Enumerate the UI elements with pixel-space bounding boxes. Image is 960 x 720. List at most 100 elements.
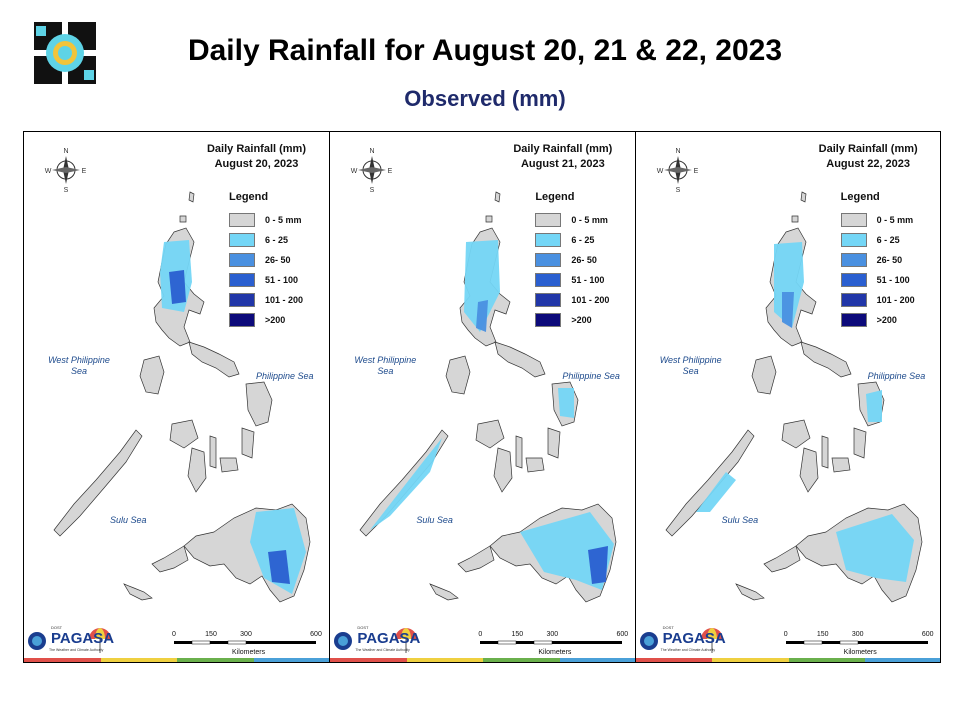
bohol-island	[831, 457, 851, 473]
rain-patch	[464, 240, 501, 332]
legend-label: 26- 50	[265, 255, 291, 265]
scale-tick: 600	[616, 631, 629, 638]
palawan-island	[53, 429, 143, 537]
panay-island	[169, 419, 199, 449]
compass-label-w: W	[45, 168, 52, 175]
sea-label-philippine: Philippine Sea	[562, 371, 620, 381]
legend-label: 51 - 100	[571, 275, 605, 285]
compass-label-n: N	[675, 148, 680, 155]
compass-label-w: W	[656, 168, 663, 175]
legend: 0 - 5 mm 6 - 25 26- 50 51 - 100 101 - 20…	[229, 210, 303, 330]
compass-label-s: S	[64, 187, 69, 194]
palawan-island	[665, 429, 755, 537]
scale-tick: 0	[172, 631, 176, 638]
legend-label: 6 - 25	[571, 235, 595, 245]
scale-tick: 0	[783, 631, 788, 638]
pagasa-logo	[334, 628, 418, 653]
rain-patch	[865, 390, 882, 422]
rainfall-map-panel: N S W E Daily Rainfall (mm) August 20, 2023…	[24, 132, 330, 662]
scale-unit: Kilometers	[538, 649, 572, 656]
cebu-island	[515, 435, 523, 469]
scale-bar-segment	[498, 640, 517, 645]
map-date: August 20, 2023	[214, 158, 299, 170]
negros-island	[187, 447, 207, 493]
scale-tick: 300	[546, 631, 559, 638]
legend-label: 101 - 200	[571, 295, 610, 305]
legend-label: 0 - 5 mm	[876, 215, 914, 225]
brand-dost: DOST	[662, 625, 674, 630]
legend-label: 26- 50	[876, 255, 903, 265]
map-heading-label: Daily Rainfall (mm)	[206, 143, 307, 155]
legend-label: 101 - 200	[876, 295, 915, 305]
compass-needle	[358, 167, 387, 173]
scale-bar-ticks: 0 150 300 600	[478, 631, 630, 641]
rain-patch	[476, 300, 489, 332]
legend-item: 26- 50	[840, 250, 915, 270]
rainfall-map-panel: N S W E Daily Rainfall (mm) August 21, 2023…	[329, 132, 635, 662]
stripe-segment	[253, 658, 330, 662]
legend-swatch	[229, 233, 255, 247]
scale-tick: 150	[511, 631, 524, 638]
stripe-segment	[635, 658, 713, 662]
legend-title: Legend	[840, 191, 880, 203]
legend-label: >200	[571, 315, 592, 325]
stripe-segment	[100, 658, 177, 662]
legend-item: 6 - 25	[535, 230, 609, 250]
legend-swatch	[535, 253, 562, 267]
scale-bar-ticks: 0 150 300 600	[783, 631, 936, 641]
cebu-island	[821, 435, 829, 469]
mindoro-island	[751, 355, 777, 395]
babuyan-islands	[485, 215, 493, 223]
compass-label-s: S	[370, 187, 375, 194]
legend-swatch	[229, 273, 255, 287]
cebu-island	[209, 435, 217, 469]
legend-label: 51 - 100	[876, 275, 910, 285]
bohol-island	[525, 457, 545, 473]
bohol-island	[219, 457, 239, 473]
legend-item: 6 - 25	[840, 230, 915, 250]
page-title: Daily Rainfall for August 20, 21 & 22, 2…	[187, 34, 783, 67]
legend-item: 51 - 100	[229, 270, 303, 290]
philippines-map: N S W E	[45, 148, 316, 645]
legend-label: 51 - 100	[265, 275, 299, 285]
scale-tick: 150	[205, 631, 217, 638]
scale-tick: 600	[921, 631, 934, 638]
agency-seal-logo	[32, 20, 98, 86]
compass-rose-icon: N S W E	[351, 148, 393, 194]
batanes-islands	[494, 191, 501, 203]
sulu-archipelago	[734, 583, 765, 601]
legend-swatch	[535, 273, 562, 287]
scale-tick: 150	[816, 631, 829, 638]
legend-label: 6 - 25	[265, 235, 289, 245]
sulu-archipelago	[429, 583, 460, 601]
map-date: August 22, 2023	[826, 158, 911, 170]
scale-bar-segment	[534, 640, 553, 645]
map-panels: N S W E Daily Rainfall (mm) August 20, 2023…	[23, 131, 941, 663]
legend-title: Legend	[229, 191, 269, 203]
legend-label: 101 - 200	[265, 295, 304, 305]
compass-label-s: S	[675, 187, 680, 194]
panay-island	[475, 419, 505, 449]
compass-needle	[663, 167, 692, 173]
leyte-island	[853, 427, 867, 459]
scale-tick: 300	[851, 631, 864, 638]
stripe-segment	[788, 658, 866, 662]
legend-swatch	[840, 293, 867, 307]
legend-swatch	[229, 313, 255, 327]
compass-label-w: W	[351, 168, 358, 175]
babuyan-islands	[179, 215, 187, 223]
stripe-segment	[865, 658, 940, 662]
bicol-peninsula	[188, 341, 240, 378]
stripe-segment	[483, 658, 560, 662]
rain-patch	[268, 550, 290, 584]
legend-swatch	[535, 313, 562, 327]
brand-tagline: The Weather and Climate Authority	[49, 648, 104, 652]
legend-swatch	[840, 273, 867, 287]
legend-swatch	[840, 233, 867, 247]
map-heading-label: Daily Rainfall (mm)	[513, 143, 613, 155]
babuyan-islands	[791, 215, 799, 223]
panay-island	[781, 419, 811, 449]
brand-tagline: The Weather and Climate Authority	[660, 648, 716, 652]
sea-label-sulu: Sulu Sea	[416, 515, 453, 525]
scale-bar-segment	[839, 640, 858, 645]
